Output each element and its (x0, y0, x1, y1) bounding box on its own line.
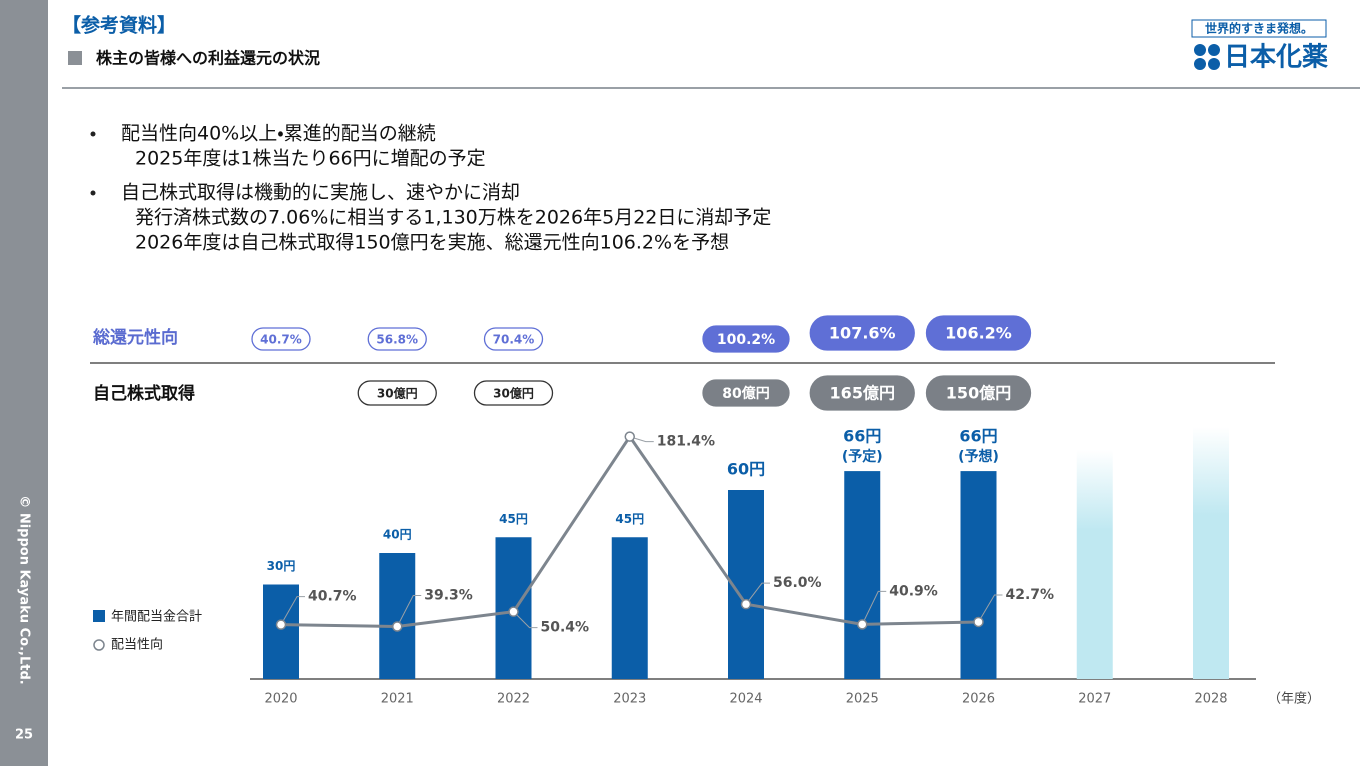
point (857, 619, 868, 630)
sidebar (0, 0, 48, 766)
bar-note: (予想) (958, 448, 999, 465)
pill (809, 375, 915, 411)
point (973, 616, 984, 628)
pill-label: 80億円 (722, 385, 769, 402)
x-tick-label: 2027 (1078, 692, 1111, 707)
pill (702, 379, 790, 407)
x-tick-label: 2020 (264, 692, 297, 707)
logo-name: 日本化薬 (1224, 43, 1328, 73)
pill-label: 107.6% (829, 324, 896, 343)
x-unit: （年度） (1268, 691, 1320, 707)
line-label: 40.7% (308, 589, 357, 605)
bullet-dot (90, 190, 96, 196)
bar-label: 30円 (267, 559, 296, 573)
point (624, 431, 635, 442)
point (508, 606, 519, 617)
pill (483, 327, 544, 351)
row-label: 自己株式取得 (93, 383, 195, 404)
leader (745, 582, 770, 605)
bullet-dot (90, 131, 96, 137)
legend-label: 年間配当金合計 (111, 609, 202, 625)
pill-label: 150億円 (946, 384, 1011, 403)
line-label: 39.3% (424, 587, 473, 603)
pill-label: 30億円 (377, 386, 418, 401)
line-label: 50.4% (541, 620, 590, 636)
x-tick-label: 2022 (497, 692, 530, 707)
row-label: 総還元性向 (93, 327, 178, 348)
copyright: © Nippon Kayaku Co.,Ltd. (17, 495, 32, 684)
bar (379, 553, 416, 679)
leader (513, 611, 538, 629)
x-tick-label: 2026 (962, 692, 995, 707)
bar-label: 60円 (727, 460, 765, 479)
bullet-text: 配当性向40%以上・累進的配当の継続 (121, 123, 436, 145)
pill-label: 30億円 (493, 386, 534, 401)
pill (925, 315, 1032, 351)
point (275, 619, 287, 630)
x-tick-label: 2021 (381, 692, 414, 707)
logo-mark (1194, 44, 1220, 70)
line-label: 56.0% (773, 575, 822, 591)
header-square (68, 51, 82, 65)
logo-tagline: 世界的すきま発想。 (1205, 21, 1313, 36)
future-bar (1076, 450, 1113, 679)
bullets: 配当性向40%以上・累進的配当の継続 2025年度は1株当たり66円に増配の予定自… (90, 123, 771, 254)
line-label: 42.7% (1006, 587, 1055, 603)
bullet-text: 自己株式取得は機動的に実施し、速やかに消却 (121, 182, 520, 204)
pill-label: 70.4% (493, 333, 535, 347)
legend-label: 配当性向 (111, 637, 163, 653)
line-label: 181.4% (657, 434, 715, 450)
pill-label: 40.7% (260, 333, 302, 347)
logo-tag-box (1191, 19, 1327, 38)
leader (280, 596, 305, 625)
pill (251, 327, 311, 351)
bar (611, 537, 648, 679)
x-tick-label: 2028 (1194, 692, 1227, 707)
pill (809, 315, 915, 351)
bar (960, 471, 997, 679)
bar-label: 40円 (383, 528, 412, 542)
pill (925, 375, 1032, 411)
bar (263, 584, 299, 679)
bar-label: 45円 (499, 512, 528, 526)
bar-note: (予定) (842, 448, 883, 465)
x-tick-label: 2024 (729, 692, 762, 707)
leader (978, 594, 1003, 623)
x-tick-label: 2023 (613, 692, 646, 707)
pill (357, 380, 437, 406)
pill (702, 325, 790, 353)
header-tag: 【参考資料】 (62, 14, 176, 37)
point (740, 598, 752, 610)
legend-swatch (93, 639, 105, 651)
leader (396, 594, 422, 627)
bullet-subtext: 2025年度は1株当たり66円に増配の予定 (135, 148, 486, 170)
line-label: 40.9% (889, 583, 938, 599)
header-title: 株主の皆様への利益還元の状況 (96, 49, 320, 68)
bar (844, 471, 881, 679)
bar-label: 45円 (615, 512, 644, 526)
bullet-subtext: 発行済株式数の7.06%に相当する1,130万株を2026年5月22日に消却予定 (135, 207, 771, 229)
pill-label: 56.8% (376, 333, 418, 347)
bar-label: 66円 (959, 427, 997, 446)
pill (367, 327, 427, 351)
point (392, 621, 403, 632)
leader (629, 436, 654, 443)
pill-label: 100.2% (717, 332, 775, 348)
x-tick-label: 2025 (846, 692, 879, 707)
page-number: 25 (15, 728, 33, 743)
bullet-subtext: 2026年度は自己株式取得150億円を実施、総還元性向106.2%を予想 (135, 232, 729, 254)
leader (861, 590, 887, 625)
bar-label: 66円 (843, 427, 881, 446)
future-bar (1193, 427, 1229, 679)
pill-label: 165億円 (830, 384, 895, 403)
legend-swatch (93, 610, 105, 622)
pill-label: 106.2% (945, 324, 1012, 343)
pill (473, 380, 554, 406)
